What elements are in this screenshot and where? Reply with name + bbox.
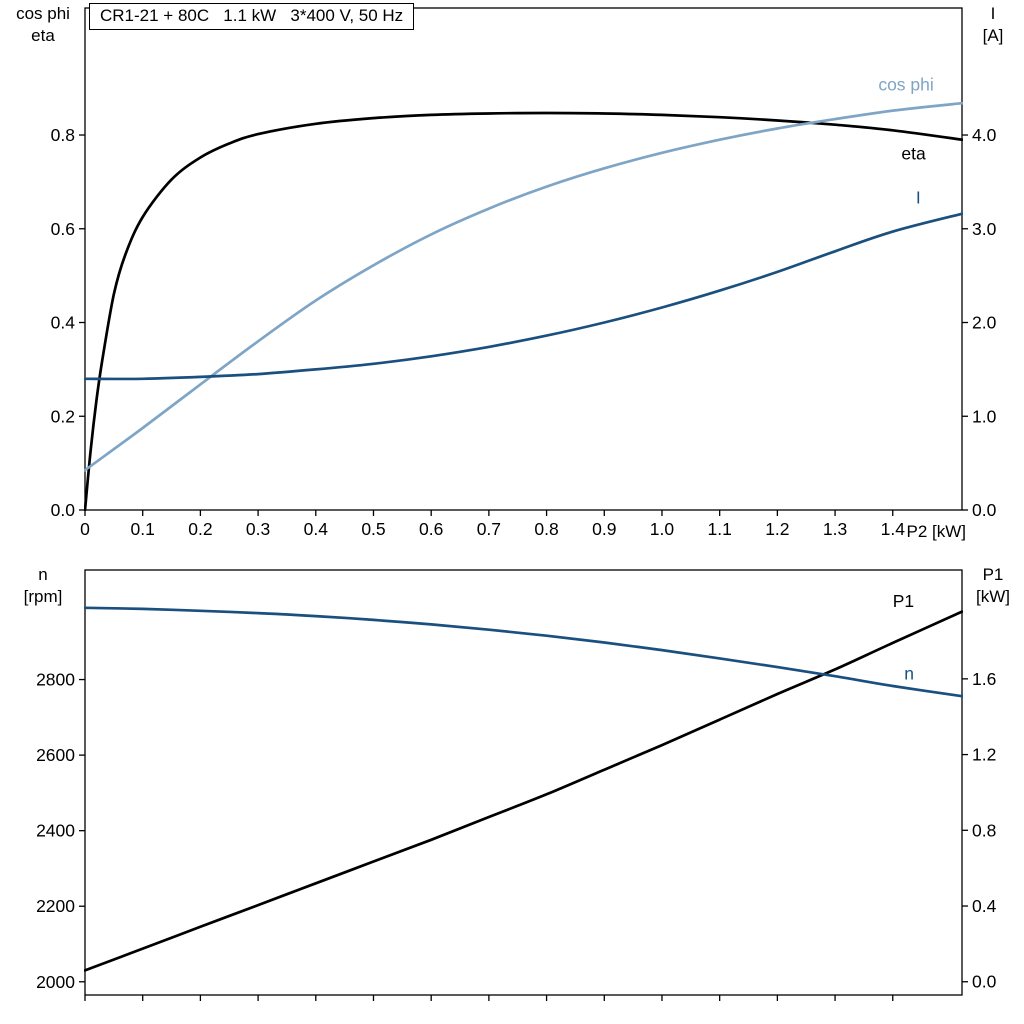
y-right-tick-label: 0.4 xyxy=(972,896,997,916)
x-tick-label: 1.2 xyxy=(765,519,789,539)
n-curve xyxy=(84,606,963,698)
P1-curve-label: P1 xyxy=(893,591,914,611)
axis-title-speed: n xyxy=(38,565,48,584)
y-right-tick-label: 1.2 xyxy=(972,745,996,765)
y-left-tick-label: 0.4 xyxy=(51,313,76,333)
bottom-left-axis-title: n [rpm] xyxy=(4,564,82,608)
chart-title: CR1-21 + 80C 1.1 kW 3*400 V, 50 Hz xyxy=(89,3,415,30)
y-left-tick-label: 2000 xyxy=(36,972,75,992)
axis-title-p1-unit: [kW] xyxy=(976,587,1010,606)
x-tick-label: 0.2 xyxy=(188,519,212,539)
x-tick-label: 1.0 xyxy=(650,519,675,539)
axis-title-speed-unit: [rpm] xyxy=(23,587,63,606)
y-right-tick-label: 2.0 xyxy=(972,313,997,333)
axis-title-current-unit: [A] xyxy=(982,26,1004,45)
bottom-right-axis-title: P1 [kW] xyxy=(964,564,1022,608)
x-axis-label: P2 [kW] xyxy=(906,522,966,541)
I-curve-label: I xyxy=(916,187,921,207)
axis-title-current: I xyxy=(990,4,996,23)
P1-curve xyxy=(84,610,963,972)
plot-frame xyxy=(84,7,963,511)
top-right-axis-title: I [A] xyxy=(964,3,1022,47)
chart-1: 2000 2200 2400 2600 2800 0.0 0.4 0.8 1.2 1.6 P1 n xyxy=(36,569,997,1001)
top-left-axis-title: cos phi eta xyxy=(4,3,82,47)
y-left-tick-label: 0.0 xyxy=(51,500,76,520)
y-right-tick-label: 4.0 xyxy=(972,125,997,145)
y-left-tick-label: 2200 xyxy=(36,896,75,916)
x-tick-label: 0.8 xyxy=(534,519,558,539)
y-right-tick-label: 0.0 xyxy=(972,972,997,992)
x-tick-label: 0.7 xyxy=(477,519,501,539)
x-tick-label: 1.4 xyxy=(881,519,906,539)
x-tick-label: 0.6 xyxy=(419,519,443,539)
x-tick-label: 0 xyxy=(80,519,90,539)
y-left-tick-label: 0.2 xyxy=(51,406,75,426)
y-left-tick-label: 2800 xyxy=(36,670,75,690)
cos-phi-curve-label: cos phi xyxy=(878,74,933,94)
cos-phi-curve xyxy=(84,101,963,472)
y-right-tick-label: 0.0 xyxy=(972,500,997,520)
y-left-tick-label: 0.6 xyxy=(51,219,75,239)
y-left-tick-label: 0.8 xyxy=(51,125,75,145)
chart-0: 0 0.1 0.2 0.3 0.4 0.5 0.6 0.7 0.8 0.9 1.0 1.1 1.2 1.3… xyxy=(51,7,997,539)
plot-frame xyxy=(84,569,963,996)
axis-title-eta: eta xyxy=(31,26,55,45)
y-right-tick-label: 0.8 xyxy=(972,820,996,840)
x-tick-label: 1.3 xyxy=(823,519,847,539)
x-tick-label: 1.1 xyxy=(708,519,732,539)
x-tick-label: 0.4 xyxy=(304,519,329,539)
y-right-tick-label: 1.6 xyxy=(972,669,996,689)
y-right-tick-label: 1.0 xyxy=(972,406,997,426)
eta-curve-label: eta xyxy=(901,143,926,163)
I-curve xyxy=(84,212,963,381)
x-tick-label: 0.3 xyxy=(246,519,270,539)
y-right-tick-label: 3.0 xyxy=(972,219,997,239)
eta-curve xyxy=(84,111,963,511)
x-tick-label: 0.9 xyxy=(592,519,616,539)
axis-title-p1: P1 xyxy=(982,565,1004,584)
x-tick-label: 0.5 xyxy=(361,519,385,539)
y-left-tick-label: 2600 xyxy=(36,745,75,765)
y-left-tick-label: 2400 xyxy=(36,821,75,841)
n-curve-label: n xyxy=(904,664,914,684)
x-tick-label: 0.1 xyxy=(131,519,155,539)
axis-title-cosphi: cos phi xyxy=(16,4,70,23)
